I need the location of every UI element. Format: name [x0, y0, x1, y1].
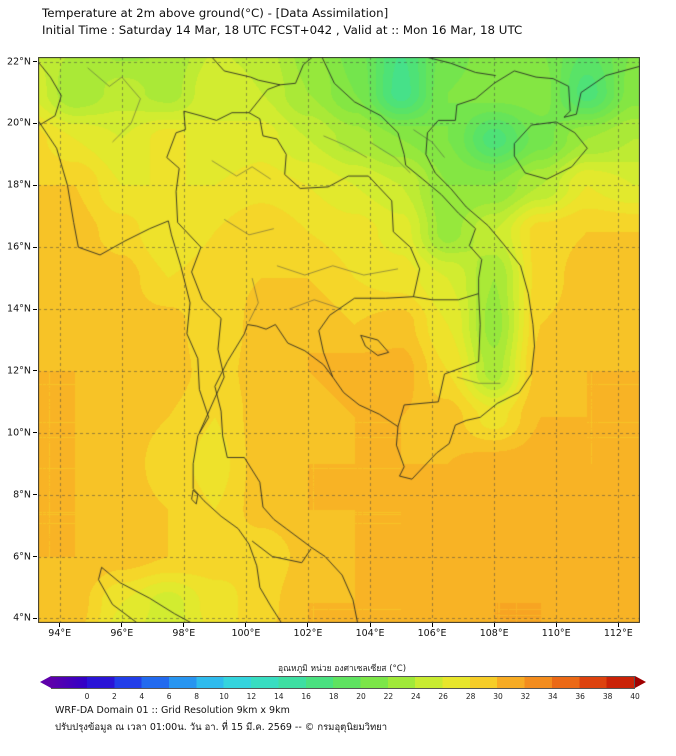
map-title: Temperature at 2m above ground(°C) - [Da…: [42, 6, 389, 20]
lat-tick-mark: [33, 617, 37, 619]
lon-tick-label: 94°E: [48, 628, 72, 639]
lon-tick-label: 108°E: [479, 628, 509, 639]
lon-tick-label: 98°E: [172, 628, 196, 639]
colorbar-tick-label: 32: [520, 692, 531, 701]
lon-tick-mark: [59, 623, 61, 627]
lon-tick-label: 112°E: [603, 628, 633, 639]
lon-tick-mark: [493, 623, 495, 627]
lat-tick-label: 22°N: [7, 56, 31, 68]
lon-tick-mark: [183, 623, 185, 627]
lat-tick-mark: [33, 246, 37, 248]
lon-tick-label: 96°E: [110, 628, 134, 639]
colorbar-tick-label: 22: [383, 692, 394, 701]
lat-tick-mark: [33, 122, 37, 124]
lat-tick-mark: [33, 370, 37, 372]
colorbar-over-arrow-icon: [635, 676, 646, 688]
footer-domain-info: WRF-DA Domain 01 :: Grid Resolution 9km …: [55, 705, 290, 716]
colorbar-tick-label: 12: [246, 692, 257, 701]
colorbar-tick-label: 36: [575, 692, 585, 701]
lon-tick-mark: [555, 623, 557, 627]
colorbar-tick-label: 28: [465, 692, 476, 701]
lat-tick-label: 10°N: [7, 427, 31, 439]
colorbar-tick-label: 8: [194, 692, 199, 701]
lon-tick-mark: [369, 623, 371, 627]
temperature-field-canvas: [38, 57, 640, 623]
lat-tick-mark: [33, 556, 37, 557]
lon-tick-label: 100°E: [231, 628, 261, 639]
lon-tick-label: 104°E: [355, 628, 385, 639]
lat-tick-label: 14°N: [7, 303, 31, 315]
lat-tick-label: 8°N: [13, 489, 31, 501]
lon-tick-label: 110°E: [541, 628, 571, 639]
colorbar-tick-label: 18: [328, 692, 339, 701]
colorbar: 0 2 4 6 8 10 12 14 16 18 20 22 24 26 28 30 32 34 36 38 40: [40, 676, 646, 704]
lat-tick-label: 16°N: [7, 241, 31, 253]
lat-tick-mark: [33, 432, 37, 434]
lat-tick-label: 6°N: [13, 551, 31, 562]
lat-tick-mark: [33, 308, 37, 310]
lat-tick-mark: [33, 61, 37, 63]
lon-tick-mark: [617, 623, 619, 627]
lon-tick-mark: [245, 623, 247, 627]
lat-tick-label: 4°N: [13, 612, 31, 624]
colorbar-tick-label: 10: [219, 692, 229, 701]
lon-tick-mark: [307, 623, 309, 627]
colorbar-gradient: [87, 676, 635, 689]
colorbar-tick-label: 26: [438, 692, 448, 701]
lat-tick-mark: [33, 494, 37, 496]
map-subtitle: Initial Time : Saturday 14 Mar, 18 UTC F…: [42, 23, 523, 37]
lat-tick-label: 18°N: [7, 179, 31, 191]
lon-tick-mark: [431, 623, 433, 627]
colorbar-tick-label: 30: [493, 692, 503, 701]
lon-tick-label: 102°E: [293, 628, 323, 639]
footer-update-info: ปรับปรุงข้อมูล ณ เวลา 01:00น. วัน อา. ที…: [55, 722, 388, 733]
colorbar-under-arrow-icon: [40, 676, 51, 688]
colorbar-tick-label: 2: [112, 692, 117, 701]
colorbar-tick-label: 40: [630, 692, 640, 701]
colorbar-bar: [40, 676, 646, 689]
colorbar-under-range: [51, 676, 87, 689]
lat-tick-label: 12°N: [7, 365, 31, 377]
colorbar-tick-label: 6: [166, 692, 172, 701]
lon-tick-mark: [121, 623, 123, 627]
lon-tick-label: 106°E: [417, 628, 447, 639]
colorbar-tick-label: 16: [301, 692, 311, 701]
lat-tick-mark: [33, 184, 37, 186]
colorbar-title: อุณหภูมิ หน่วย องศาเซลเซียส (°C): [277, 664, 407, 674]
map-plot-area: 22°N 20°N 18°N 16°N 14°N 12°N 10°N 8°N 6°N 4°N 94°…: [7, 56, 640, 639]
colorbar-tick-label: 4: [139, 692, 145, 701]
colorbar-tick-label: 20: [356, 692, 366, 701]
colorbar-tick-label: 38: [602, 692, 613, 701]
lat-tick-label: 20°N: [7, 117, 31, 129]
colorbar-tick-label: 14: [274, 692, 284, 701]
colorbar-tick-label: 34: [548, 692, 558, 701]
colorbar-tick-label: 24: [411, 692, 421, 701]
colorbar-tick-label: 0: [84, 692, 90, 701]
